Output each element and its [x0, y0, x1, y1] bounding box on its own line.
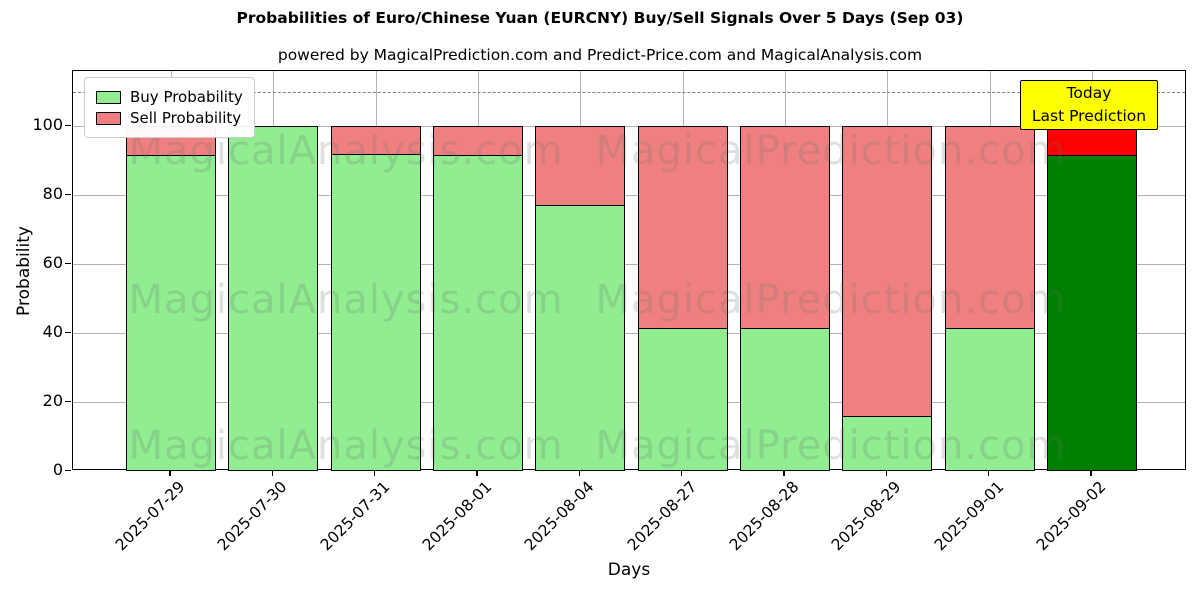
x-tick-mark — [271, 470, 274, 476]
annotation-line-1: Today — [1066, 84, 1112, 102]
bar-buy-2025-08-28 — [739, 327, 830, 471]
gridline-y-80 — [73, 195, 1185, 197]
legend-item-buy: Buy Probability — [96, 88, 243, 106]
gridline-y-40 — [73, 333, 1185, 335]
dashed-threshold-line — [73, 91, 1185, 93]
plot-area: MagicalAnalysis.com MagicalPrediction.com… — [72, 70, 1186, 471]
bar-sell-2025-08-01 — [432, 126, 523, 157]
y-tick-mark — [65, 124, 71, 127]
bar-buy-2025-08-04 — [535, 205, 626, 471]
x-tick-mark — [476, 470, 478, 476]
bar-sell-2025-08-27 — [637, 126, 728, 329]
y-tick-label: 20 — [42, 391, 63, 411]
x-axis-label: Days — [607, 560, 651, 580]
x-tick-mark — [987, 470, 990, 476]
legend-label-sell: Sell Probability — [130, 109, 242, 127]
chart-title: Probabilities of Euro/Chinese Yuan (EURC… — [236, 9, 964, 27]
sell-swatch-icon — [96, 111, 121, 125]
x-tick-mark — [1090, 470, 1092, 476]
chart-subtitle: powered by MagicalPrediction.com and Pre… — [277, 46, 923, 64]
gridline-y-60 — [73, 264, 1185, 266]
x-tick-mark — [373, 470, 376, 476]
bar-sell-2025-08-04 — [535, 126, 626, 207]
bar-buy-2025-09-02 — [1046, 155, 1137, 471]
bar-sell-2025-09-02 — [1046, 126, 1137, 157]
legend-label-buy: Buy Probability — [130, 88, 243, 106]
annotation-line-2: Last Prediction — [1031, 107, 1147, 125]
y-axis-label: Probability — [14, 226, 34, 316]
bar-buy-2025-07-31 — [330, 153, 421, 471]
y-tick-label: 100 — [32, 115, 63, 135]
x-tick-mark — [783, 470, 785, 476]
y-tick-label: 60 — [42, 253, 63, 273]
bar-buy-2025-07-29 — [126, 155, 216, 471]
gridline-y-100 — [73, 126, 1185, 128]
y-tick-label: 0 — [52, 460, 63, 479]
y-tick-mark — [65, 262, 71, 265]
bar-sell-2025-08-28 — [739, 126, 830, 329]
y-tick-mark — [65, 331, 71, 334]
legend: Buy Probability Sell Probability — [84, 77, 255, 138]
x-tick-mark — [885, 470, 888, 476]
bar-buy-2025-08-29 — [842, 415, 933, 471]
x-tick-mark — [578, 470, 581, 476]
bar-sell-2025-08-29 — [842, 126, 933, 417]
legend-item-sell: Sell Probability — [96, 109, 243, 127]
bar-sell-2025-07-31 — [330, 126, 421, 155]
y-tick-label: 40 — [42, 322, 63, 342]
y-tick-mark — [65, 400, 71, 403]
bar-buy-2025-08-27 — [637, 327, 728, 471]
x-tick-mark — [169, 470, 171, 476]
gridline-y-20 — [73, 402, 1185, 404]
bar-sell-2025-09-01 — [944, 126, 1035, 329]
y-tick-mark — [65, 193, 71, 196]
today-annotation: Today Last Prediction — [1020, 80, 1158, 130]
bar-buy-2025-08-01 — [432, 155, 523, 471]
y-tick-label: 80 — [42, 184, 63, 204]
buy-swatch-icon — [96, 90, 121, 104]
y-tick-mark — [65, 469, 71, 471]
x-tick-mark — [680, 470, 683, 476]
bar-buy-2025-09-01 — [944, 327, 1035, 471]
bar-buy-2025-07-30 — [228, 126, 319, 471]
